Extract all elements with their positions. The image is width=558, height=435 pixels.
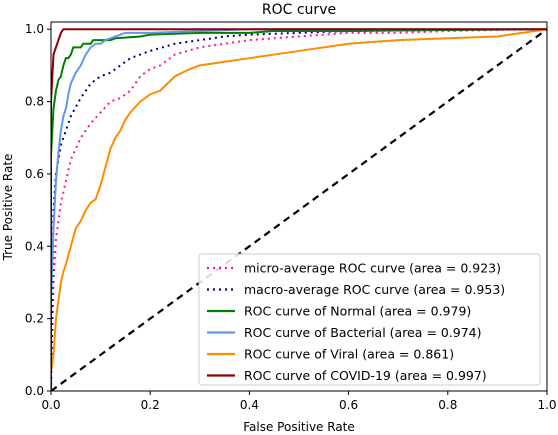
- legend-label-5: ROC curve of COVID-19 (area = 0.997): [244, 368, 487, 383]
- x-tick-label: 0.2: [141, 398, 160, 412]
- chart-title: ROC curve: [262, 2, 336, 18]
- legend-label-2: ROC curve of Normal (area = 0.979): [244, 304, 471, 319]
- x-axis-label: False Positive Rate: [243, 420, 355, 434]
- y-tick-label: 0.2: [25, 312, 44, 326]
- y-tick-label: 0.0: [25, 384, 44, 398]
- series-line-4: [51, 28, 547, 391]
- series-line-0: [51, 28, 547, 391]
- legend-label-3: ROC curve of Bacterial (area = 0.974): [244, 325, 482, 340]
- axes-frame: [50, 21, 548, 392]
- axes: 0.0 0.2 0.4 0.6 0.8 1.0 0.0 0.2 0.4 0.6 0.8 1.0: [25, 21, 557, 412]
- legend: micro-average ROC curve (area = 0.923) ma…: [198, 253, 541, 386]
- legend-label-0: micro-average ROC curve (area = 0.923): [244, 261, 501, 276]
- y-tick-label: 0.8: [25, 95, 44, 109]
- legend-label-1: macro-average ROC curve (area = 0.953): [244, 282, 505, 297]
- series-line-2: [51, 28, 547, 391]
- y-tick-label: 1.0: [25, 22, 44, 36]
- x-tick-label: 0.6: [339, 398, 358, 412]
- legend-label-4: ROC curve of Viral (area = 0.861): [244, 347, 454, 362]
- x-tick-label: 0.8: [438, 398, 457, 412]
- y-tick-label: 0.4: [25, 239, 44, 253]
- x-tick-label: 1.0: [537, 398, 556, 412]
- legend-box: [198, 253, 541, 386]
- x-tick-label: 0.0: [41, 398, 60, 412]
- series-line-3: [51, 28, 547, 391]
- x-tick-label: 0.4: [240, 398, 259, 412]
- reference-diagonal-line: [51, 28, 547, 391]
- y-tick-label: 0.6: [25, 167, 44, 181]
- y-axis-label: True Positive Rate: [1, 154, 15, 262]
